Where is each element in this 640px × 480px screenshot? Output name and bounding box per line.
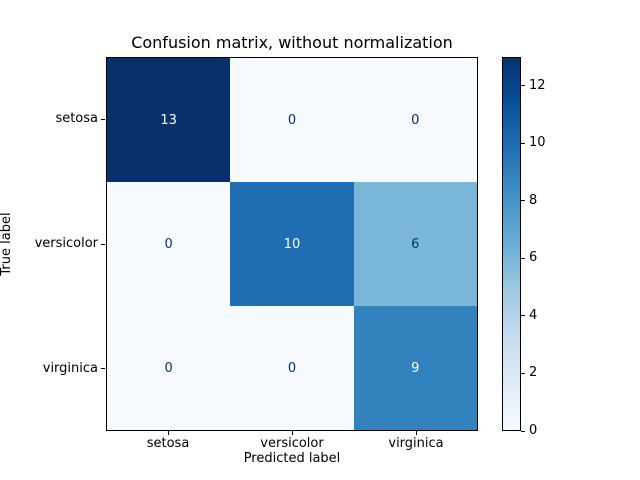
matrix-cell: 10 bbox=[230, 182, 354, 306]
colorbar-tick-mark bbox=[521, 430, 525, 432]
x-tick-mark bbox=[415, 431, 417, 435]
colorbar-tick-mark bbox=[521, 372, 525, 374]
colorbar-tick-label: 10 bbox=[529, 135, 546, 151]
y-tick-label: versicolor bbox=[34, 236, 98, 251]
colorbar-tick-mark bbox=[521, 85, 525, 87]
y-tick-label: virginica bbox=[42, 360, 98, 376]
matrix-cell: 0 bbox=[107, 306, 231, 430]
matrix-cell: 0 bbox=[353, 58, 477, 182]
matrix-cell: 6 bbox=[353, 182, 477, 306]
colorbar-tick-mark bbox=[521, 315, 525, 317]
matrix-cell: 0 bbox=[107, 182, 231, 306]
colorbar-tick-label: 0 bbox=[529, 423, 538, 438]
x-axis-label: Predicted label bbox=[243, 451, 341, 466]
x-tick-label: versicolor bbox=[260, 436, 324, 451]
chart-title: Confusion matrix, without normalization bbox=[131, 33, 453, 52]
matrix-cell: 0 bbox=[230, 306, 354, 430]
heatmap-grid: 13 0 0 0 10 6 0 0 9 bbox=[106, 57, 478, 431]
colorbar-tick-label: 6 bbox=[529, 250, 538, 266]
colorbar-tick-mark bbox=[521, 142, 525, 144]
x-tick-mark bbox=[291, 431, 293, 435]
x-tick-label: virginica bbox=[388, 436, 444, 451]
matrix-cell: 9 bbox=[353, 306, 477, 430]
matrix-cell: 13 bbox=[107, 58, 231, 182]
colorbar-tick-label: 2 bbox=[529, 365, 538, 381]
y-tick-mark bbox=[101, 243, 105, 245]
colorbar bbox=[502, 57, 521, 431]
x-tick-mark bbox=[167, 431, 169, 435]
colorbar-tick-mark bbox=[521, 257, 525, 259]
colorbar-tick-label: 4 bbox=[529, 307, 538, 323]
colorbar-tick-label: 12 bbox=[529, 77, 546, 93]
y-tick-label: setosa bbox=[55, 111, 98, 127]
y-tick-mark bbox=[101, 118, 105, 120]
matrix-cell: 0 bbox=[230, 58, 354, 182]
y-tick-mark bbox=[101, 368, 105, 370]
x-tick-label: setosa bbox=[146, 436, 190, 451]
colorbar-tick-label: 8 bbox=[529, 192, 538, 208]
colorbar-tick-mark bbox=[521, 200, 525, 202]
